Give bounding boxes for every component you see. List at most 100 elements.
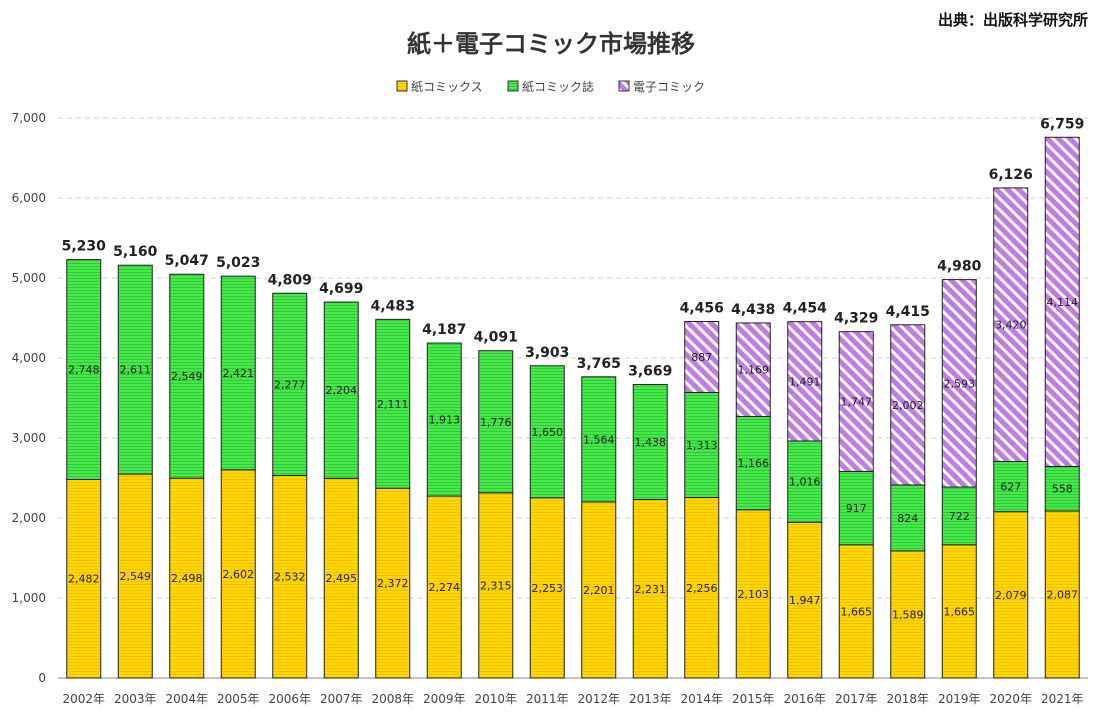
y-tick-label: 3,000: [12, 431, 46, 445]
segment-value-label: 1,650: [532, 426, 564, 439]
bar-segment-paper-comics: [169, 477, 205, 679]
y-tick-label: 2,000: [12, 511, 46, 525]
total-value-label: 4,483: [371, 298, 415, 314]
bar-segment-paper-magazines: [375, 318, 411, 489]
segment-value-label: 1,169: [738, 364, 770, 377]
x-axis: 2002年 2003年 2004年 2005年 2006年 2007年 2008年 2009年…: [62, 692, 1083, 706]
x-tick-label: 2020年: [989, 692, 1032, 706]
segment-value-label: 2,593: [944, 377, 976, 390]
bar-segment-paper-comics: [890, 550, 926, 679]
x-tick-label: 2018年: [886, 692, 929, 706]
segment-value-label: 1,913: [429, 414, 461, 427]
segment-value-label: 1,491: [789, 375, 821, 388]
bar-segment-paper-magazines: [66, 259, 102, 480]
total-value-label: 4,438: [731, 302, 775, 318]
legend-label-digital-comics: 電子コミック: [633, 80, 705, 94]
legend-swatch-paper-comics: [396, 80, 408, 92]
x-tick-label: 2015年: [732, 692, 775, 706]
x-tick-label: 2019年: [938, 692, 981, 706]
bar-segment-digital-comics: [890, 324, 926, 486]
bar-segment-paper-magazines: [323, 301, 359, 479]
segment-value-label: 917: [846, 502, 867, 515]
total-value-label: 4,091: [474, 330, 518, 346]
total-value-label: 5,230: [62, 239, 107, 255]
x-tick-label: 2009年: [423, 692, 466, 706]
bar-segment-paper-comics: [323, 477, 359, 679]
x-tick-label: 2016年: [783, 692, 826, 706]
segment-value-label: 2,315: [480, 579, 512, 592]
bar-segment-digital-comics: [735, 322, 771, 417]
legend-swatch-digital-comics: [618, 80, 630, 92]
total-value-label: 4,699: [319, 281, 363, 297]
segment-value-label: 824: [897, 512, 918, 525]
y-axis: 0 1,000 2,000 3,000 4,000 5,000 6,000 7,000: [12, 111, 1088, 685]
segment-value-label: 2,256: [686, 582, 718, 595]
bar-segment-paper-magazines: [632, 383, 668, 501]
x-tick-label: 2002年: [62, 692, 105, 706]
bar-segment-paper-magazines: [1044, 465, 1080, 512]
x-tick-label: 2010年: [474, 692, 517, 706]
total-value-label: 3,765: [577, 356, 621, 372]
segment-value-label: 1,665: [841, 605, 873, 618]
bar-segment-paper-comics: [684, 497, 720, 679]
y-tick-label: 5,000: [12, 271, 46, 285]
segment-value-label: 2,495: [326, 572, 358, 585]
total-value-label: 5,047: [165, 253, 209, 269]
bar-segment-digital-comics: [684, 321, 720, 393]
total-value-label: 3,669: [628, 363, 672, 379]
bar-segment-paper-magazines: [581, 376, 617, 503]
x-tick-label: 2011年: [526, 692, 569, 706]
segment-value-label: 1,166: [738, 457, 770, 470]
chart-title: 紙＋電子コミック市場推移: [407, 30, 695, 58]
bar-segment-paper-magazines: [220, 275, 256, 471]
bar-segment-paper-magazines: [426, 342, 462, 497]
x-tick-label: 2014年: [680, 692, 723, 706]
segment-value-label: 1,589: [892, 608, 924, 621]
segment-value-label: 2,602: [223, 568, 255, 581]
bar-segment-paper-magazines: [993, 461, 1029, 513]
bar-segment-paper-comics: [220, 469, 256, 679]
x-tick-label: 2017年: [835, 692, 878, 706]
bar-segment-paper-magazines: [272, 292, 308, 476]
bar-segment-paper-comics: [941, 544, 977, 679]
segment-value-label: 2,087: [1047, 589, 1079, 602]
bar-segment-paper-magazines: [169, 273, 205, 479]
segment-value-label: 558: [1052, 483, 1073, 496]
total-value-label: 4,415: [886, 304, 930, 320]
total-value-label: 4,980: [937, 259, 982, 275]
total-value-label: 6,759: [1040, 116, 1084, 132]
bar-segment-digital-comics: [993, 187, 1029, 463]
total-value-label: 6,126: [989, 167, 1033, 183]
segment-value-label: 1,776: [480, 416, 512, 429]
legend-label-paper-magazines: 紙コミック誌: [522, 79, 594, 94]
segment-value-label: 887: [691, 351, 712, 364]
total-value-label: 4,809: [268, 272, 312, 288]
segment-value-label: 2,498: [171, 572, 203, 585]
segment-value-label: 2,421: [223, 367, 255, 380]
bar-segment-paper-comics: [993, 511, 1029, 679]
x-tick-label: 2013年: [629, 692, 672, 706]
y-tick-label: 6,000: [12, 191, 46, 205]
segment-value-label: 2,274: [429, 581, 461, 594]
bars: [66, 136, 1080, 679]
segment-value-label: 2,549: [120, 570, 152, 583]
total-value-label: 5,023: [216, 255, 260, 271]
segment-value-label: 2,253: [532, 582, 564, 595]
segment-value-label: 2,201: [583, 584, 615, 597]
bar-segment-paper-comics: [581, 501, 617, 679]
bar-segment-paper-comics: [272, 474, 308, 679]
total-value-label: 4,187: [422, 322, 466, 338]
x-tick-label: 2008年: [371, 692, 414, 706]
segment-value-label: 2,532: [274, 571, 306, 584]
total-value-label: 4,454: [783, 301, 828, 317]
y-tick-label: 1,000: [12, 591, 46, 605]
total-value-label: 3,903: [525, 345, 569, 361]
segment-value-label: 2,111: [377, 398, 409, 411]
segment-value-label: 1,564: [583, 433, 615, 446]
segment-value-label: 1,665: [944, 605, 976, 618]
bar-segment-paper-magazines: [838, 470, 874, 546]
legend-item-paper-magazines: 紙コミック誌: [507, 79, 594, 94]
bar-segment-paper-comics: [529, 497, 565, 679]
